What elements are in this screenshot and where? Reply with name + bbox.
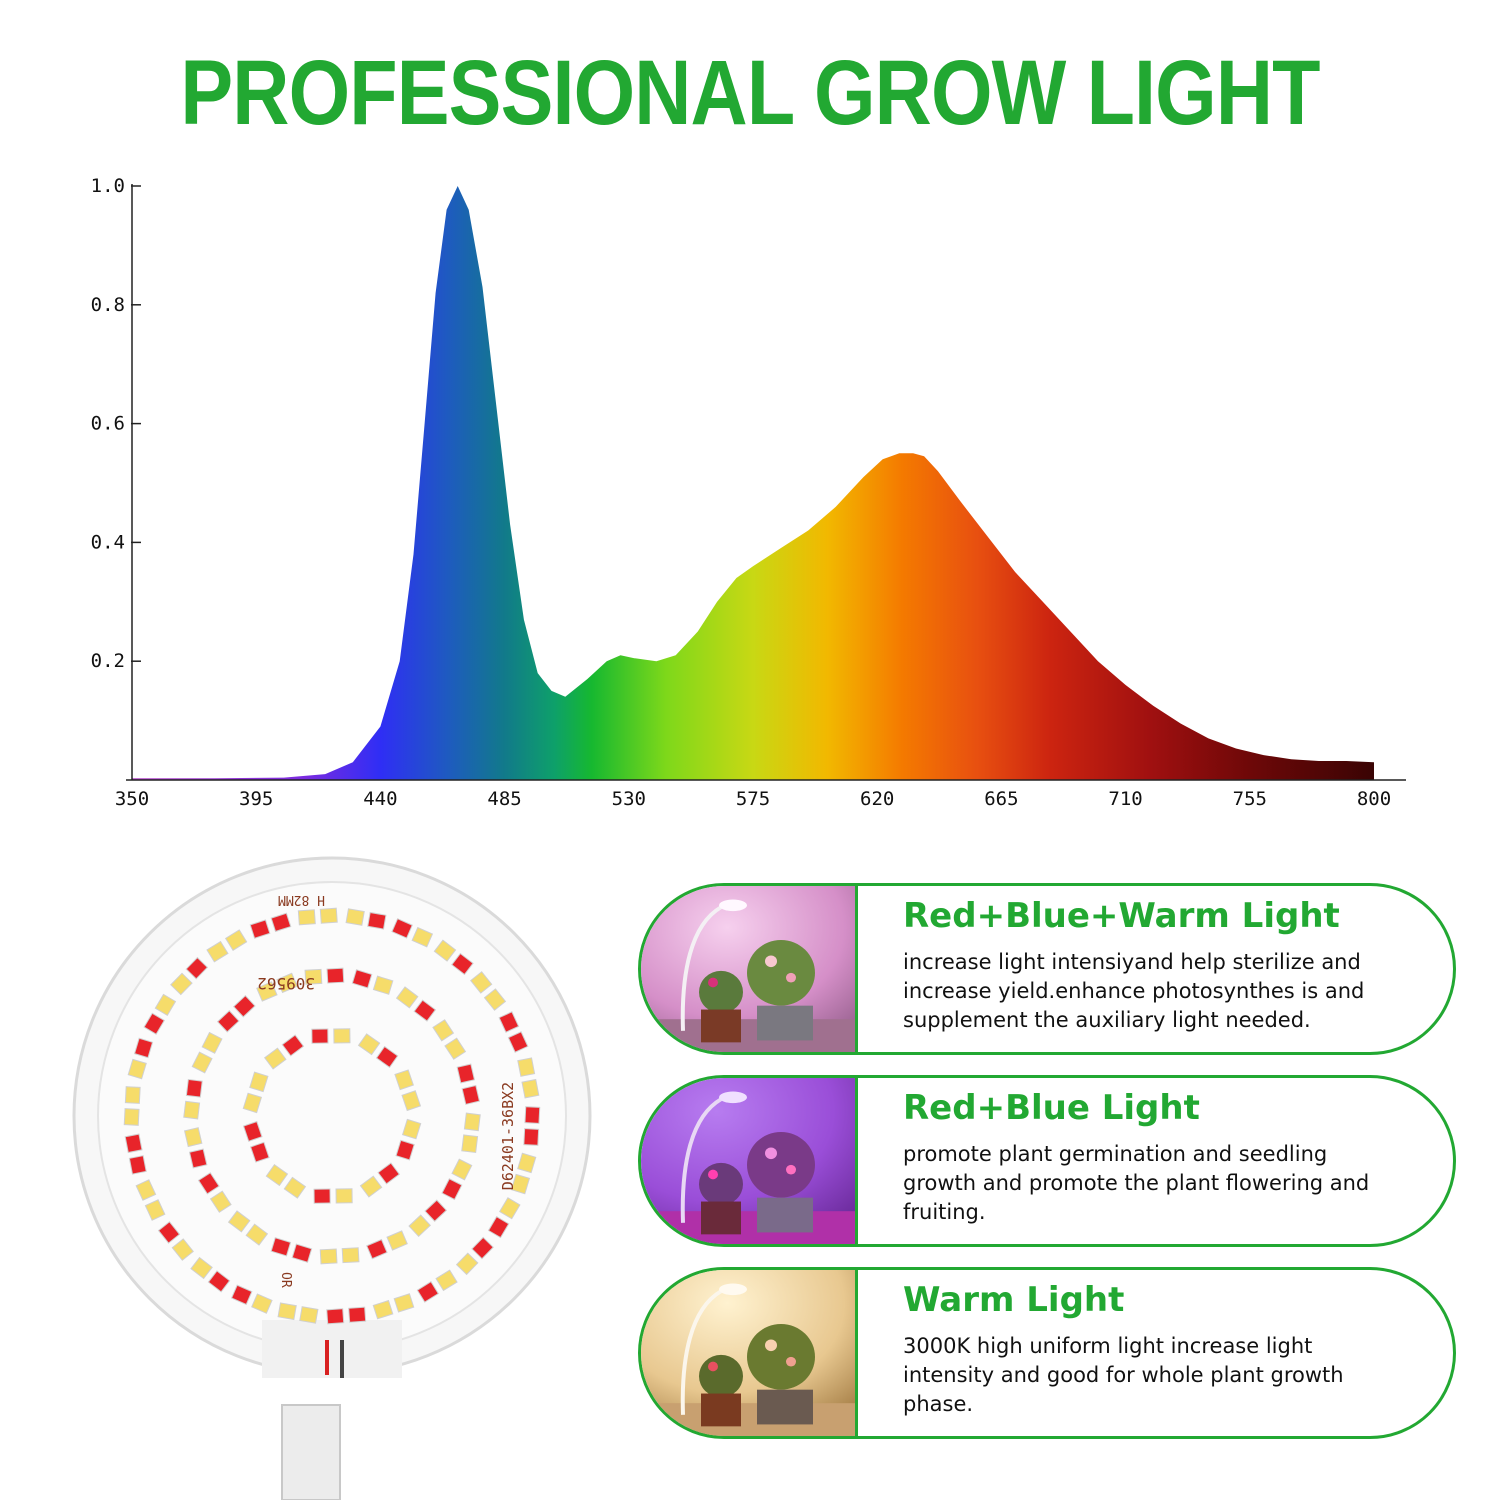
led-chip-pair: [242, 1120, 270, 1163]
y-tick-label: 0.2: [91, 650, 125, 672]
led-chip-pair: [498, 1011, 529, 1053]
led-chip-pair: [395, 986, 437, 1022]
led-chip-pair: [270, 1237, 313, 1263]
x-tick-label: 800: [1357, 788, 1391, 810]
led-chip-pair: [441, 1158, 473, 1201]
led-chip-pair: [351, 969, 394, 995]
led-chip-pair: [394, 1069, 422, 1112]
x-tick-label: 485: [487, 788, 521, 810]
x-tick-label: 440: [363, 788, 397, 810]
card-title: Red+Blue Light: [903, 1088, 1200, 1128]
pcb-board: [97, 881, 567, 1351]
led-chip-pair: [517, 1057, 540, 1099]
led-chip-pair: [124, 1133, 147, 1175]
led-chip-pair: [256, 972, 298, 1002]
led-chip-pair: [127, 1037, 154, 1080]
led-chip-pair: [366, 1230, 408, 1260]
led-chip-pair: [190, 1256, 231, 1293]
led-chip-pair: [157, 1221, 194, 1261]
led-chip-pair: [206, 929, 248, 963]
led-chip-pair: [319, 1247, 360, 1265]
led-chip-pair: [395, 1118, 422, 1161]
card-divider: [855, 886, 858, 1052]
led-chip-pair: [263, 1034, 305, 1070]
led-panel-photo: H 82MM 309562 D62401-36BX2 OR: [50, 850, 615, 1501]
lamp-photo-red-blue: [641, 1078, 857, 1244]
pcb-marking-size: H 82MM: [278, 892, 325, 907]
pcb-marking-or: OR: [278, 1272, 293, 1288]
led-chip-pair: [191, 1031, 223, 1074]
led-chip-pair: [297, 907, 338, 926]
y-tick-label: 0.6: [91, 413, 125, 435]
led-chip-pair: [470, 971, 507, 1011]
page-title: PROFESSIONAL GROW LIGHT: [180, 42, 1320, 144]
led-chip-pair: [523, 1106, 541, 1146]
led-chip-pair: [170, 956, 209, 996]
led-chip-pair: [183, 1078, 203, 1120]
led-chip-pair: [372, 1293, 415, 1320]
led-chip-pair: [183, 1127, 208, 1169]
x-tick-label: 575: [736, 788, 770, 810]
led-chip-pair: [242, 1071, 269, 1114]
x-tick-label: 395: [239, 788, 273, 810]
led-chip-pair: [227, 1210, 269, 1246]
led-chip-pair: [359, 1162, 401, 1198]
led-chip-pair: [455, 1236, 494, 1276]
wire-cutout: [262, 1320, 402, 1378]
card-description: increase light intensiyand help steriliz…: [903, 950, 1365, 1032]
led-chip-pair: [249, 912, 292, 939]
card-description: promote plant germination and seedling g…: [903, 1142, 1370, 1224]
spectrum-area: [132, 186, 1374, 780]
led-chip-pair: [313, 1188, 353, 1204]
led-chip-pair: [345, 908, 387, 930]
x-tick-label: 350: [115, 788, 149, 810]
mode-card-red-blue-warm: Red+Blue+Warm Light increase light inten…: [638, 883, 1456, 1055]
led-chip-pair: [433, 939, 474, 976]
led-chip-pair: [304, 967, 345, 985]
y-tick-label: 0.4: [91, 531, 125, 553]
led-chip-pair: [357, 1033, 399, 1068]
led-chip-pair: [135, 1179, 166, 1221]
led-chip-pair: [487, 1197, 521, 1239]
card-title: Red+Blue+Warm Light: [903, 896, 1340, 936]
led-chip-pair: [391, 918, 434, 948]
y-tick-label: 1.0: [91, 175, 125, 197]
led-chip-pair: [416, 1269, 458, 1303]
led-chip-pair: [510, 1152, 537, 1195]
lamp-photo-red-blue-warm: [641, 886, 857, 1052]
pcb-marking-serial: 309562: [257, 974, 315, 993]
led-chip-pair: [456, 1063, 481, 1105]
lamp-stem: [281, 1404, 341, 1501]
led-chip-pair: [311, 1028, 351, 1044]
led-chip-pair: [461, 1112, 481, 1154]
mode-card-warm: Warm Light 3000K high uniform light incr…: [638, 1267, 1456, 1439]
led-chip-pair: [143, 993, 177, 1035]
y-tick-label: 0.8: [91, 294, 125, 316]
x-tick-label: 620: [860, 788, 894, 810]
spectrum-chart: 0.2 0.4 0.6 0.8 1.0 350 395 440 485 530 575 620 665…: [91, 175, 1406, 810]
led-chip-pair: [230, 1284, 273, 1314]
lamp-photo-warm: [641, 1270, 857, 1436]
card-description: 3000K high uniform light increase light …: [903, 1334, 1344, 1416]
pcb-marking-model: D62401-36BX2: [499, 1082, 517, 1190]
led-chip-pair: [408, 1199, 448, 1238]
led-chip-pair: [432, 1019, 467, 1060]
led-chip-pair: [123, 1086, 141, 1126]
card-divider: [855, 1270, 858, 1436]
mode-card-red-blue: Red+Blue Light promote plant germination…: [638, 1075, 1456, 1247]
x-tick-label: 530: [612, 788, 646, 810]
card-title: Warm Light: [903, 1280, 1125, 1320]
x-tick-label: 755: [1233, 788, 1267, 810]
led-chip-pair: [326, 1306, 367, 1325]
x-tick-label: 710: [1108, 788, 1142, 810]
led-chip-pair: [277, 1302, 319, 1324]
card-divider: [855, 1078, 858, 1244]
x-tick-label: 665: [984, 788, 1018, 810]
led-chip-pair: [265, 1164, 307, 1199]
led-chip-pair: [216, 994, 256, 1033]
led-chip-pair: [197, 1172, 232, 1213]
